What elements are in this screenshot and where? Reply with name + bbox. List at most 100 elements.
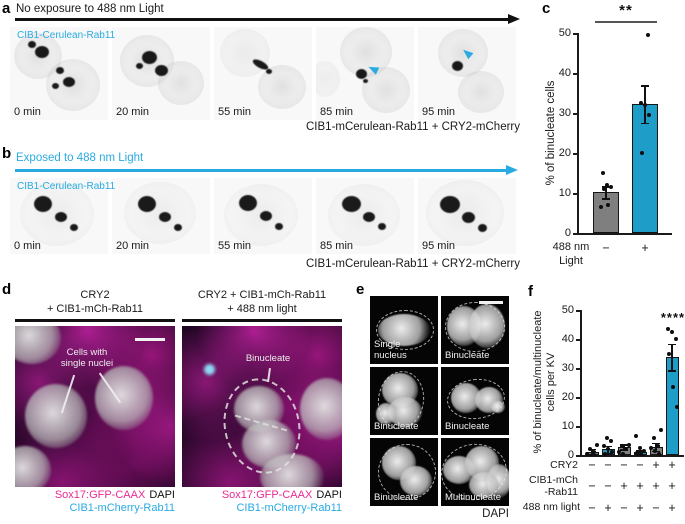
micrograph-b-55min: 55 min — [214, 178, 312, 254]
d-right-title-1: CRY2 + CIB1-mCh-Rab11 — [197, 289, 327, 301]
chart-binucleate-multinucleate-per-kv: **** % of binucleate/multinucleate cells… — [522, 280, 685, 524]
data-point — [601, 171, 605, 175]
data-point — [638, 445, 642, 450]
error-bar — [623, 444, 625, 450]
time-arrow-a-head-icon — [508, 13, 520, 24]
error-bar — [671, 343, 673, 371]
y-axis-label-c: % of binucleate cells — [545, 80, 557, 186]
y-axis — [577, 33, 579, 233]
micrograph-b-20min: 20 min — [112, 178, 210, 254]
error-bar-cap — [588, 454, 596, 456]
micrograph-a-95min: 95 min — [418, 27, 516, 120]
error-bar-cap — [652, 442, 660, 445]
panel-e-label: e — [356, 281, 365, 298]
y-tick-label: 30 — [558, 107, 571, 119]
data-point — [599, 205, 603, 209]
d-right-caption-1: Sox17:GFP-CAAX DAPI — [221, 489, 342, 501]
bar — [632, 103, 658, 233]
panel-a-caption: CIB1-mCerulean-Rab11 + CRY2-mCherry — [306, 121, 520, 133]
condition-sign: + — [620, 479, 628, 493]
dapi-tile-multinucleate: Multinucleate — [441, 438, 509, 506]
condition-sign: + — [652, 458, 660, 472]
data-point — [639, 452, 643, 457]
error-bar-cap — [636, 450, 644, 452]
micrograph-b-95min: 95 min — [418, 178, 516, 254]
data-point — [646, 33, 650, 37]
error-bar-cap — [668, 370, 676, 372]
panel-a-label: a — [2, 0, 11, 17]
dapi-tile-binucleate-2: Binucleate — [370, 367, 438, 435]
dapi-tile-binucleate-1: Binucleate — [441, 296, 509, 364]
y-tick-mark — [573, 193, 577, 195]
data-point — [610, 450, 614, 455]
d-left-caption-1: Sox17:GFP-CAAX DAPI — [54, 489, 175, 501]
x-group-label-1: 488 nm — [552, 241, 590, 253]
data-point — [649, 445, 653, 450]
time-label: 20 min — [116, 106, 150, 118]
dapi-tile-single-nucleus: Single nucleus — [370, 296, 438, 364]
panel-b-caption: CIB1-mCerulean-Rab11 + CRY2-mCherry — [306, 258, 520, 270]
data-point — [609, 185, 613, 189]
error-bar — [605, 186, 607, 199]
data-point — [666, 326, 670, 331]
data-point — [585, 451, 589, 456]
data-point — [595, 442, 599, 447]
data-point — [643, 103, 647, 107]
cyan-punctum — [204, 364, 215, 375]
y-tick-mark — [573, 73, 577, 75]
error-bar-cap — [641, 122, 649, 125]
data-point — [624, 447, 628, 452]
micrograph-a-20min: 20 min — [112, 27, 210, 120]
error-bar-cap — [604, 452, 612, 455]
y-tick-mark — [573, 153, 577, 155]
y-tick-label: 20 — [561, 391, 574, 403]
data-point — [671, 384, 675, 389]
data-point — [670, 329, 674, 334]
data-point — [588, 447, 592, 452]
data-point — [634, 434, 638, 439]
y-tick-mark — [576, 455, 580, 457]
data-point — [647, 113, 651, 117]
micrograph-d-control: Cells with single nuclei — [15, 326, 175, 487]
y-tick-mark — [573, 33, 577, 35]
y-tick-label: 40 — [561, 333, 574, 345]
d-right-annotation: Binucleate — [245, 353, 291, 364]
condition-sign: + — [668, 458, 676, 472]
micrograph-d-lit: Binucleate — [182, 326, 342, 487]
d-left-title-rule — [15, 319, 175, 322]
condition-sign: + — [636, 479, 644, 493]
error-bar-cap — [604, 445, 612, 448]
y-tick-mark — [576, 426, 580, 428]
condition-label-488: 488 nm light — [522, 501, 580, 513]
x-axis — [577, 233, 672, 235]
d-right-title-2: + 488 nm light — [227, 303, 297, 315]
chart-binucleate-cells: ** % of binucleate cells 488 nm Light 0 1… — [540, 0, 685, 280]
panel-b-header: Exposed to 488 nm Light — [16, 152, 144, 164]
dapi-tile-binucleate-3: Binucleate — [441, 367, 509, 435]
condition-sign: − — [652, 501, 660, 515]
panel-c-label: c — [542, 0, 551, 17]
data-point — [659, 428, 663, 433]
error-bar — [639, 450, 641, 455]
data-point — [617, 450, 621, 455]
condition-sign: − — [604, 479, 612, 493]
time-arrow-a — [15, 18, 509, 21]
time-label: 95 min — [422, 240, 456, 252]
y-tick-label: 50 — [558, 27, 571, 39]
channel-label-b: CIB1-Cerulean-Rab11 — [17, 181, 116, 192]
data-point — [652, 435, 656, 440]
time-label: 55 min — [218, 240, 252, 252]
micrograph-a-0min: 0 min — [10, 27, 108, 120]
data-point — [602, 444, 606, 449]
data-point — [657, 451, 661, 456]
data-point — [621, 451, 625, 456]
d-right-caption-2: CIB1-mCherry-Rab11 — [236, 502, 342, 514]
time-arrow-b-head-icon — [506, 164, 518, 175]
y-tick-label: 30 — [561, 362, 574, 374]
condition-sign: + — [636, 501, 644, 515]
condition-sign: + — [652, 479, 660, 493]
channel-label-a: CIB1-Cerulean-Rab11 — [17, 30, 116, 41]
condition-sign: − — [588, 501, 596, 515]
micrograph-b-0min: 0 min — [10, 178, 108, 254]
data-point — [656, 444, 660, 449]
